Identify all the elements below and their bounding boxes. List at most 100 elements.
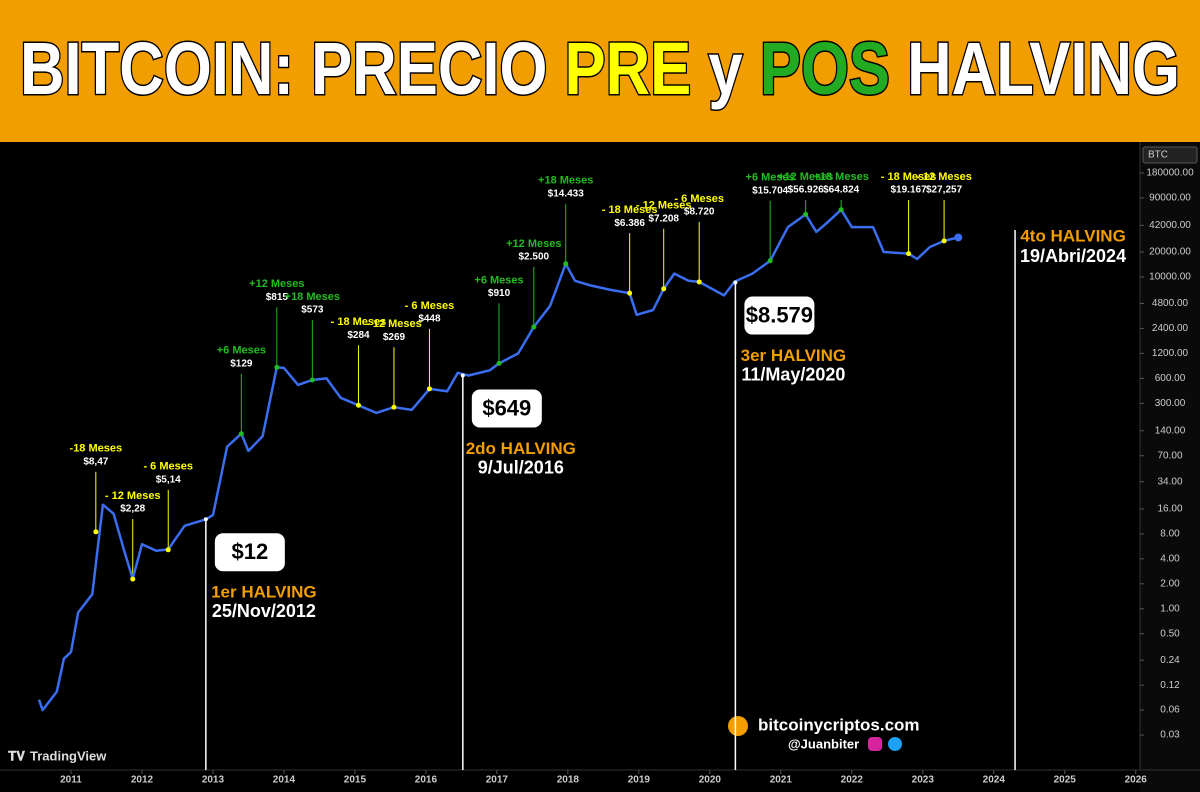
- annotation-point: [426, 386, 432, 392]
- y-tick-label: 20000.00: [1149, 247, 1191, 258]
- halving-date: 25/Nov/2012: [212, 601, 316, 621]
- annotation-price: $910: [488, 288, 511, 299]
- annotation-price: $129: [230, 358, 253, 369]
- halving-date: 11/May/2020: [741, 364, 845, 384]
- annotation-point: [391, 404, 397, 410]
- halving-label: 2do HALVING: [466, 439, 576, 458]
- title-part: POS: [760, 27, 890, 110]
- annotation-label: -18 Meses: [70, 443, 123, 455]
- x-tick-label: 2022: [841, 775, 864, 786]
- annotation-label: - 12 Meses: [636, 200, 692, 212]
- annotation-label: +6 Meses: [474, 274, 523, 286]
- annotation-price: $448: [418, 314, 441, 325]
- annotation-price: $19.167: [891, 185, 928, 196]
- halving-point: [460, 373, 465, 378]
- annotation-label: +12 Meses: [249, 278, 304, 290]
- instagram-icon: [868, 737, 882, 751]
- x-tick-label: 2017: [486, 775, 509, 786]
- y-tick-label: 2.00: [1160, 578, 1180, 589]
- y-tick-label: 70.00: [1157, 450, 1182, 461]
- y-tick-label: 16.00: [1157, 504, 1182, 515]
- y-tick-label: 140.00: [1155, 425, 1186, 436]
- annotation-price: $5,14: [156, 474, 181, 485]
- annotation-price: $2,28: [120, 504, 145, 515]
- annotation-label: +6 Meses: [217, 345, 266, 357]
- last-price-dot: [954, 233, 963, 242]
- halving-label: 3er HALVING: [741, 346, 847, 365]
- annotation-point: [130, 576, 136, 582]
- title-part: PRE: [565, 27, 692, 110]
- twitter-icon: [888, 737, 902, 751]
- annotation-label: - 12 Meses: [105, 490, 161, 502]
- annotation-price: $8,47: [83, 456, 108, 467]
- x-tick-label: 2014: [273, 775, 296, 786]
- annotation-price: $56.926: [788, 185, 825, 196]
- halving-label: 4to HALVING: [1020, 226, 1125, 245]
- x-tick-label: 2013: [202, 775, 225, 786]
- annotation-point: [355, 402, 361, 408]
- annotation-point: [496, 360, 502, 366]
- price-box: [471, 389, 542, 428]
- y-tick-label: 0.12: [1160, 680, 1180, 691]
- symbol: BTC: [1148, 150, 1168, 161]
- chart-title: BITCOIN: PRECIO PRE y POS HALVING: [20, 27, 1180, 110]
- halving-price: $12: [231, 539, 268, 564]
- x-tick-label: 2021: [770, 775, 793, 786]
- x-tick-label: 2011: [60, 775, 82, 786]
- annotation-point: [563, 261, 569, 267]
- x-tick-label: 2018: [557, 775, 580, 786]
- y-tick-label: 300.00: [1155, 398, 1186, 409]
- annotation-point: [838, 207, 844, 213]
- annotation-price: $573: [301, 305, 324, 316]
- x-tick-label: 2026: [1125, 775, 1148, 786]
- annotation-price: $2.500: [519, 252, 550, 263]
- annotation-label: +6 Meses: [746, 172, 795, 184]
- x-tick-label: 2023: [912, 775, 935, 786]
- annotation-label: +18 Meses: [538, 175, 593, 187]
- y-tick-label: 90000.00: [1149, 193, 1191, 204]
- y-tick-label: 2400.00: [1152, 323, 1189, 334]
- y-tick-label: 600.00: [1155, 373, 1186, 384]
- annotation-price: $815: [266, 292, 289, 303]
- annotation-point: [906, 251, 912, 257]
- x-tick-label: 2019: [628, 775, 651, 786]
- annotation-point: [803, 211, 809, 217]
- x-tick-label: 2015: [344, 775, 367, 786]
- handle: @Juanbiter: [788, 736, 859, 751]
- symbol-box: [1142, 146, 1198, 164]
- price-line: [37, 208, 959, 712]
- halving-price: $649: [482, 395, 531, 420]
- x-tick-label: 2020: [699, 775, 722, 786]
- platform-logo: 𝐓𝐕: [8, 748, 25, 763]
- annotation-point: [93, 529, 99, 535]
- header-band: [0, 0, 1200, 142]
- annotation-point: [941, 238, 947, 244]
- annotation-price: $8.720: [684, 207, 715, 218]
- y-tick-label: 0.03: [1160, 730, 1180, 741]
- annotation-label: - 6 Meses: [674, 193, 724, 205]
- annotation-label: - 18 Meses: [602, 204, 658, 216]
- halving-date: 9/Jul/2016: [478, 457, 564, 477]
- annotation-label: - 12 Meses: [916, 171, 972, 183]
- annotation-label: +12 Meses: [506, 238, 561, 250]
- annotation-point: [274, 364, 280, 370]
- annotation-point: [238, 431, 244, 437]
- y-tick-label: 0.24: [1160, 655, 1180, 666]
- annotation-price: $7.208: [648, 213, 679, 224]
- y-tick-label: 0.50: [1160, 628, 1180, 639]
- annotation-label: +18 Meses: [813, 171, 868, 183]
- annotation-label: - 6 Meses: [405, 300, 455, 312]
- halving-point: [203, 517, 208, 522]
- y-tick-label: 42000.00: [1149, 220, 1191, 231]
- x-tick-label: 2025: [1054, 775, 1077, 786]
- annotation-label: - 6 Meses: [143, 461, 193, 473]
- x-tick-label: 2012: [131, 775, 154, 786]
- halving-label: 1er HALVING: [211, 583, 317, 602]
- price-box: [744, 296, 815, 335]
- y-tick-label: 0.06: [1160, 705, 1180, 716]
- y-tick-label: 1200.00: [1152, 348, 1189, 359]
- y-tick-label: 8.00: [1160, 529, 1180, 540]
- annotation-point: [165, 547, 171, 553]
- y-axis-panel: [1140, 142, 1200, 792]
